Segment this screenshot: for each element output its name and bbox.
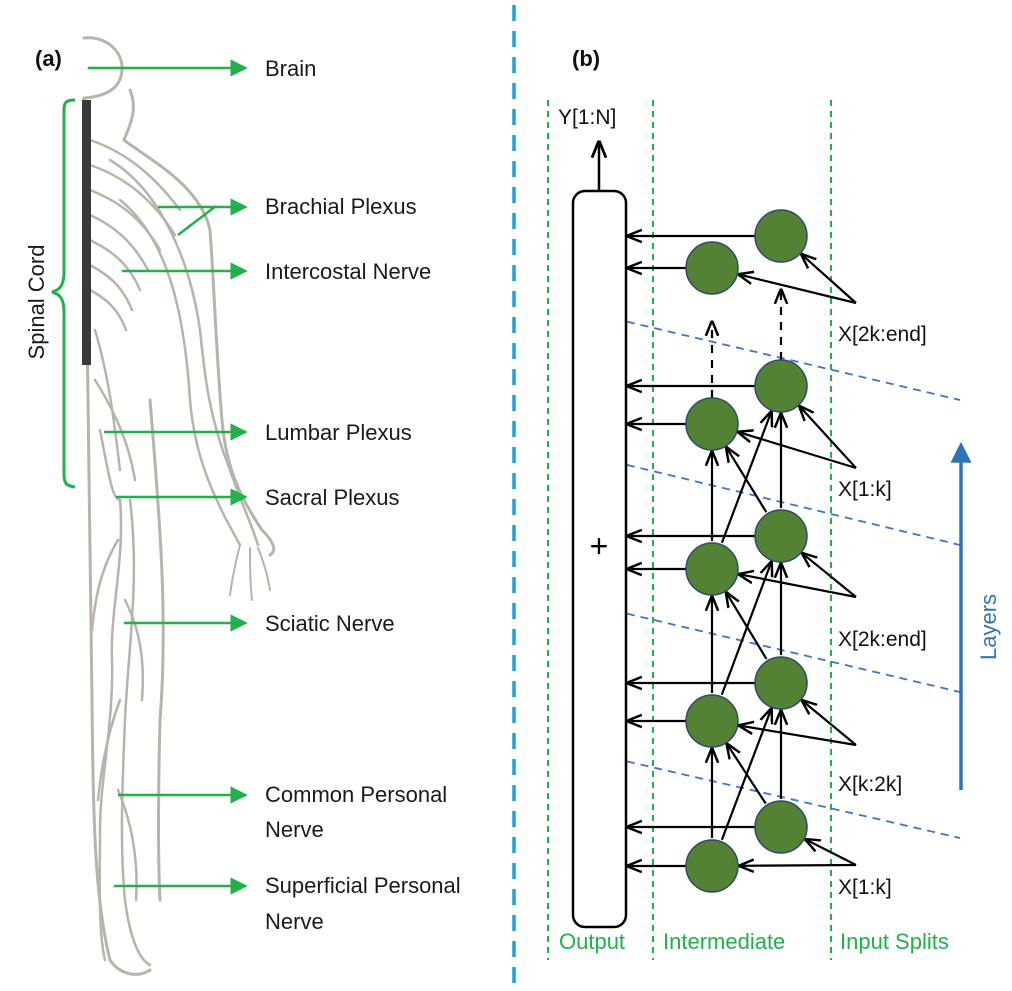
label-sacral-plexus: Sacral Plexus	[265, 485, 400, 510]
neuron-node	[685, 839, 739, 893]
input-split-labels: X[2k:end] X[1:k] X[2k:end] X[k:2k] X[1:k…	[838, 323, 927, 899]
neuron-node	[754, 656, 808, 710]
connection-arrow	[739, 432, 857, 470]
connection-arrow	[727, 744, 767, 805]
connections	[628, 236, 857, 866]
arrow-brachial-plexus-branch	[177, 205, 217, 236]
label-superficial-personal-nerve-line1: Superficial Personal	[265, 873, 461, 898]
label-common-personal-nerve-line2: Nerve	[265, 817, 324, 842]
sum-symbol: +	[590, 528, 609, 564]
layer-separator-4	[585, 751, 961, 839]
zone-label-input-splits: Input Splits	[840, 929, 949, 954]
input-split-label: X[k:2k]	[838, 773, 902, 796]
panel-b: (b) + Y[1:N] X[2k:end] X[1:k] X[2k:end]	[547, 46, 1001, 960]
layer-separators	[585, 311, 961, 839]
connection-arrow	[800, 407, 857, 469]
neuron-node	[685, 397, 739, 451]
spinal-cord-bar	[82, 100, 91, 365]
neuron-node	[754, 359, 808, 413]
connection-arrow	[740, 726, 857, 747]
connection-arrow	[803, 701, 857, 746]
label-sciatic-nerve: Sciatic Nerve	[265, 611, 395, 636]
neuron-node	[754, 209, 808, 263]
neurons	[685, 209, 808, 893]
label-common-personal-nerve-line1: Common Personal	[265, 782, 447, 807]
spinal-cord-label: Spinal Cord	[24, 245, 49, 360]
layers-label: Layers	[976, 594, 1001, 660]
neuron-node	[754, 800, 808, 854]
leg-outline	[148, 398, 165, 902]
label-lumbar-plexus: Lumbar Plexus	[265, 420, 412, 445]
annotation-arrows	[88, 59, 248, 895]
connection-arrow	[727, 448, 768, 513]
output-label: Y[1:N]	[558, 106, 616, 129]
connection-arrow	[803, 554, 857, 598]
panel-a-label: (a)	[35, 46, 62, 71]
zone-labels: Output Intermediate Input Splits	[559, 929, 949, 954]
arm-nerves	[108, 158, 260, 547]
label-superficial-personal-nerve-line2: Nerve	[265, 909, 324, 934]
arm-outline	[122, 88, 276, 557]
connection-arrow	[726, 593, 768, 660]
leg-nerves	[90, 498, 152, 967]
input-split-label: X[1:k]	[838, 876, 892, 899]
connection-arrow	[739, 574, 857, 599]
connection-arrow	[720, 412, 771, 544]
input-split-label: X[2k:end]	[838, 628, 927, 651]
lumbar-nerves	[93, 328, 137, 502]
neuron-node	[685, 542, 739, 596]
label-brachial-plexus: Brachial Plexus	[265, 194, 417, 219]
spine-outline	[82, 96, 152, 976]
neuron-node	[685, 694, 739, 748]
body-illustration	[82, 36, 276, 976]
connection-arrow	[720, 562, 771, 696]
intercostal-nerves	[88, 138, 182, 332]
zone-label-output: Output	[559, 929, 625, 954]
connection-arrow	[802, 255, 857, 304]
input-split-label: X[2k:end]	[838, 323, 927, 346]
connection-arrow	[740, 865, 857, 866]
connection-arrow	[739, 275, 857, 305]
input-split-label: X[1:k]	[838, 478, 892, 501]
zone-dividers	[547, 100, 832, 960]
annotation-labels: Brain Brachial Plexus Intercostal Nerve …	[265, 56, 461, 934]
connection-arrow	[806, 840, 857, 866]
neuron-node	[685, 241, 739, 295]
panel-b-label: (b)	[572, 46, 600, 71]
label-brain: Brain	[265, 56, 316, 81]
hand-nerves	[229, 544, 271, 601]
label-intercostal-nerve: Intercostal Nerve	[265, 259, 431, 284]
zone-label-intermediate: Intermediate	[663, 929, 785, 954]
spinal-cord-brace	[51, 98, 76, 489]
neuron-node	[754, 509, 808, 563]
panel-a: (a) Spinal Cord	[24, 36, 461, 976]
